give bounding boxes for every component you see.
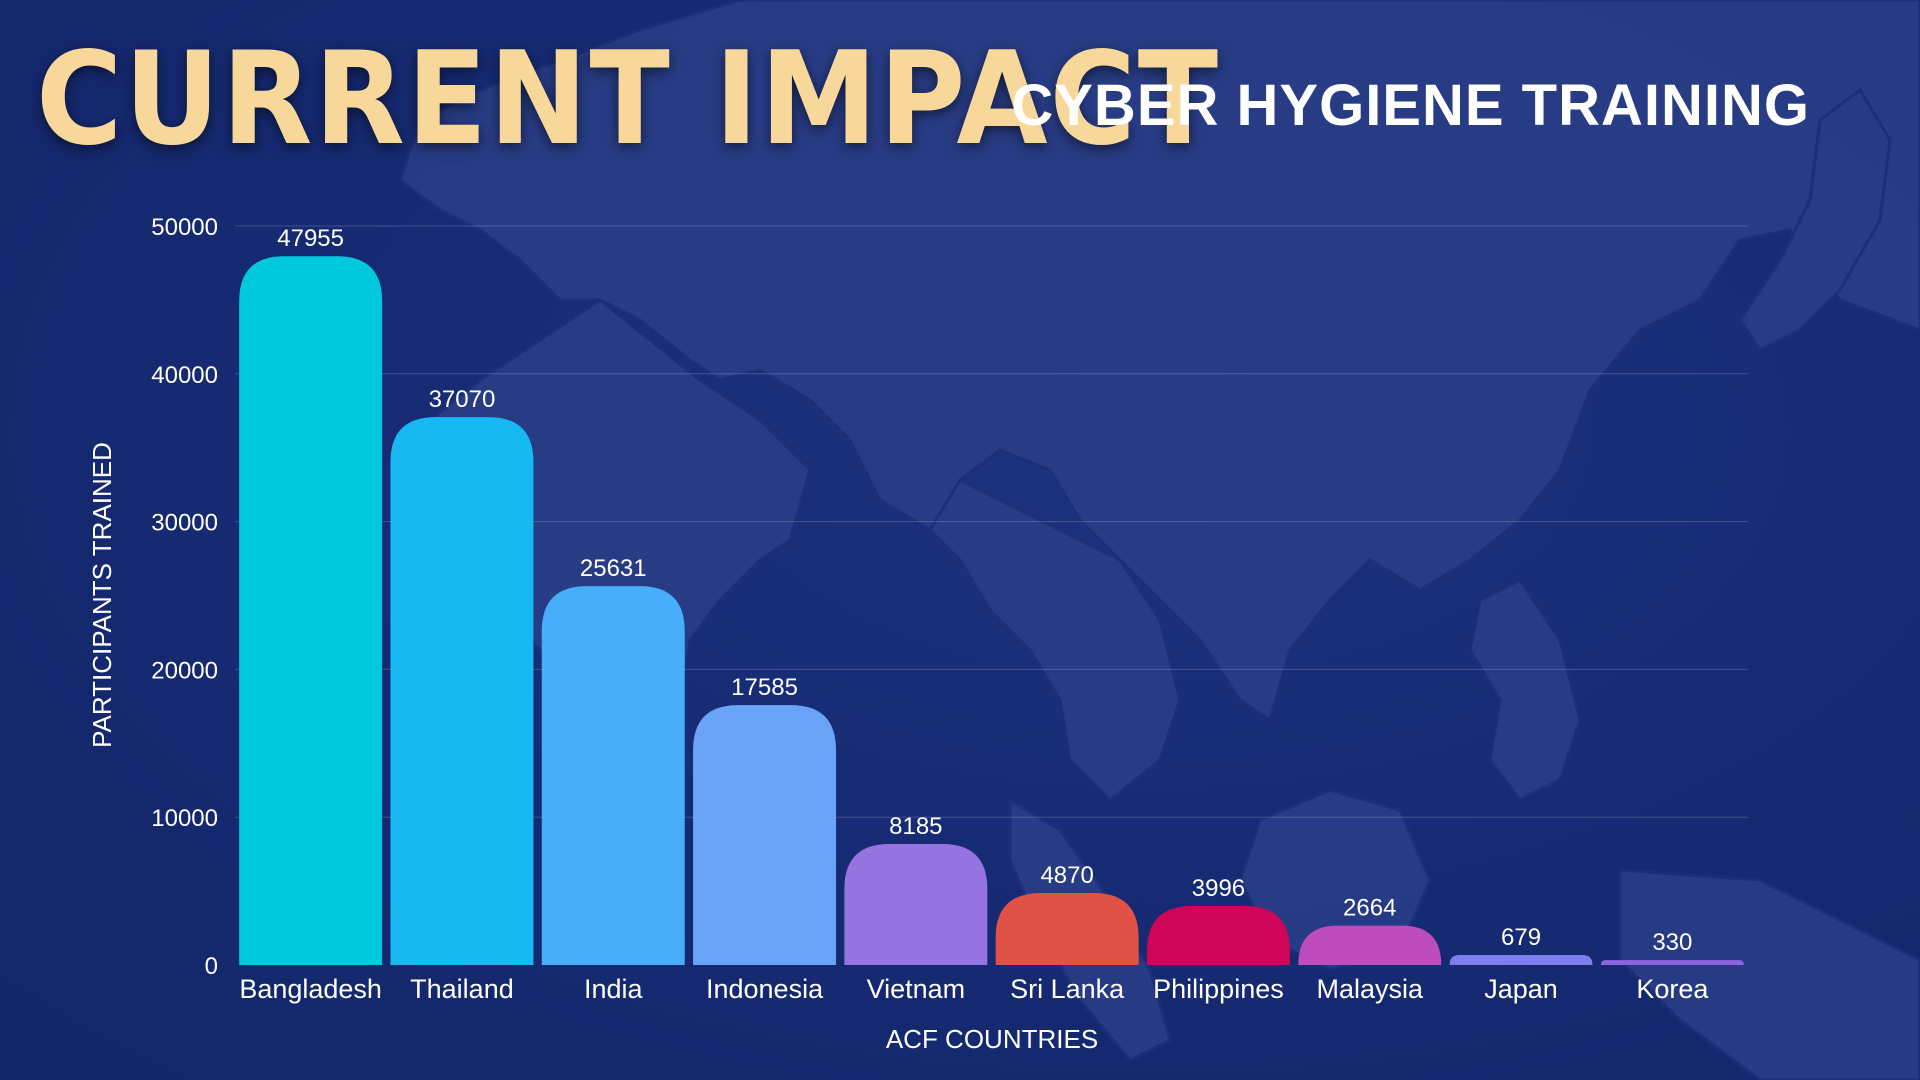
bar-sri-lanka — [995, 893, 1139, 965]
x-tick-label: India — [584, 974, 644, 1004]
bar-india — [541, 586, 685, 965]
map-landmass-indochina — [928, 478, 1182, 803]
x-tick-label: Korea — [1636, 974, 1709, 1004]
y-axis-ticks: 0 10000 20000 30000 40000 50000 — [151, 214, 218, 980]
map-landmass-newguinea — [1618, 868, 1920, 1080]
data-labels: 47955 37070 25631 17585 8185 4870 3996 2664 679 3… — [277, 225, 1692, 956]
data-label: 25631 — [580, 555, 647, 582]
y-tick-label: 30000 — [151, 510, 218, 537]
data-label: 37070 — [429, 386, 496, 413]
bars — [239, 256, 1744, 965]
bar-bangladesh — [239, 256, 383, 965]
map-landmass-japan — [1738, 87, 1892, 352]
x-tick-label: Japan — [1484, 974, 1558, 1004]
x-tick-label: Malaysia — [1316, 974, 1424, 1004]
data-label: 330 — [1652, 929, 1692, 956]
data-label: 679 — [1501, 924, 1541, 951]
y-tick-label: 20000 — [151, 657, 218, 684]
y-tick-label: 40000 — [151, 362, 218, 389]
data-label: 3996 — [1192, 875, 1245, 902]
bar-thailand — [390, 417, 534, 965]
map-landmass-philippines — [1468, 578, 1582, 802]
x-tick-label: Vietnam — [867, 974, 966, 1004]
x-tick-label: Indonesia — [706, 974, 824, 1004]
x-tick-label: Sri Lanka — [1010, 974, 1125, 1004]
x-axis-title: ACF COUNTRIES — [886, 1024, 1098, 1054]
y-tick-label: 0 — [205, 953, 218, 980]
y-tick-label: 50000 — [151, 214, 218, 241]
bar-malaysia — [1298, 925, 1442, 965]
bar-indonesia — [693, 705, 837, 965]
data-label: 17585 — [731, 674, 798, 701]
x-tick-label: Philippines — [1153, 974, 1284, 1004]
bar-japan — [1449, 954, 1593, 965]
data-label: 47955 — [277, 225, 344, 252]
page-title: CURRENT IMPACT — [36, 25, 1220, 174]
page-subtitle: CYBER HYGIENE TRAINING — [1011, 73, 1810, 138]
bar-vietnam — [844, 844, 988, 965]
y-tick-label: 10000 — [151, 805, 218, 832]
y-axis-title: PARTICIPANTS TRAINED — [87, 442, 117, 748]
data-label: 4870 — [1040, 862, 1093, 889]
bar-korea — [1600, 960, 1744, 965]
x-tick-label: Bangladesh — [239, 974, 382, 1004]
x-axis-categories: Bangladesh Thailand India Indonesia Vietnam S… — [239, 974, 1709, 1004]
bar-philippines — [1146, 905, 1290, 965]
data-label: 2664 — [1343, 895, 1396, 922]
data-label: 8185 — [889, 813, 942, 840]
map-landmass-north — [398, 0, 1920, 723]
x-tick-label: Thailand — [410, 974, 514, 1004]
